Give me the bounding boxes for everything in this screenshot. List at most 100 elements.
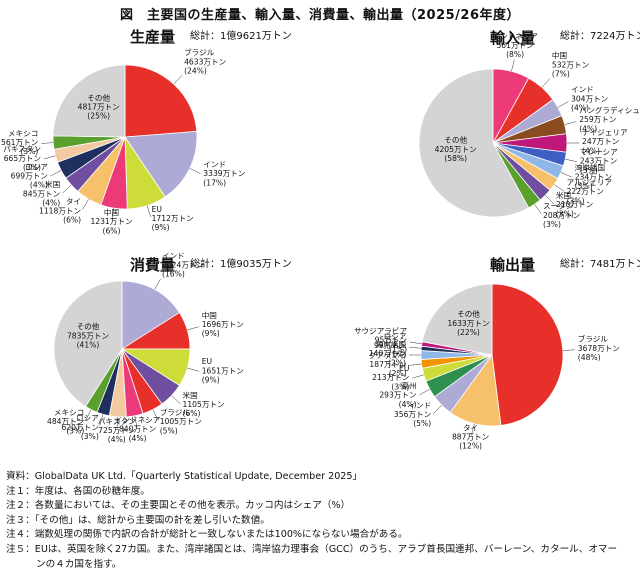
leader-line: [111, 208, 115, 221]
slice-label: 7835万トン: [67, 331, 109, 340]
slice-label: インドネシア: [492, 32, 538, 41]
slice-label: 95万トン: [375, 336, 407, 345]
slice-label: 中国: [552, 50, 567, 60]
slice-label: (5%): [160, 426, 178, 435]
slice-label: 4817万トン: [78, 103, 120, 112]
note-source: 資料：GlobalData UK Ltd.「Quarterly Statisti…: [6, 471, 363, 482]
slice-label: サウジアラビア: [354, 327, 408, 336]
slice-label: 222万トン: [567, 187, 604, 196]
pie-slice: [421, 283, 493, 356]
slice-label: 259万トン: [579, 115, 616, 124]
slice-label: EU: [202, 357, 212, 366]
slice-label: 140万トン: [369, 349, 406, 358]
leader-line: [433, 405, 442, 414]
slice-label: (3%): [543, 220, 561, 229]
chart-total: 総計：1億9621万トン: [190, 29, 292, 42]
slice-label: インド: [571, 85, 594, 94]
leader-line: [99, 414, 104, 426]
leader-line: [545, 195, 554, 204]
slice-label: (3%): [20, 147, 38, 156]
slice-label: (17%): [203, 178, 226, 187]
leader-line: [152, 409, 159, 421]
leader-line: [187, 326, 199, 331]
slice-label: その他: [457, 309, 480, 319]
slice-label: (24%): [184, 67, 207, 76]
leader-line: [116, 416, 118, 429]
slice-label: 3339万トン: [203, 169, 245, 178]
leader-line: [557, 101, 569, 108]
slice-label: (4%): [30, 181, 48, 190]
slice-label: 中国: [202, 310, 217, 320]
leader-line: [409, 363, 422, 366]
pie-slice: [124, 64, 198, 138]
slice-label: (4%): [108, 435, 126, 444]
chart-title: 輸出量: [490, 256, 535, 274]
slice-label: (22%): [457, 328, 480, 337]
slice-label: インドネシア: [115, 416, 161, 425]
slice-label: (4%): [571, 104, 589, 113]
slice-label: 湾岸諸国: [376, 339, 406, 349]
slice-label: 豪州: [401, 380, 416, 390]
slice-label: 210万トン: [556, 200, 593, 209]
slice-label: 887万トン: [452, 433, 489, 442]
slice-label: その他: [77, 321, 100, 331]
leader-line: [134, 415, 138, 428]
leader-line: [62, 184, 72, 194]
slice-label: (9%): [152, 223, 170, 232]
leader-line: [564, 121, 577, 125]
leader-line: [409, 341, 422, 345]
notes-block: 資料：GlobalData UK Ltd.「Quarterly Statisti…: [6, 470, 636, 572]
note-4: 注４：端数処理の関係で内訳の合計が総計と一致しないまたは100%にならない場合が…: [6, 529, 408, 541]
slice-label: 4633万トン: [184, 57, 226, 66]
slice-label: ロシア: [76, 414, 99, 423]
leader-line: [154, 278, 161, 290]
slice-label: (3%): [391, 382, 409, 391]
pie-slice: [52, 64, 126, 138]
pie-slice: [121, 280, 180, 350]
slice-label: 304万トン: [571, 94, 608, 103]
slice-label: パキスタン: [3, 145, 41, 154]
slice-label: 243万トン: [580, 157, 617, 166]
slice-label: その他: [87, 92, 110, 102]
note-5-cont: ンの４カ国を指す。: [36, 558, 122, 570]
slice-label: 1633万トン: [447, 319, 489, 328]
slice-label: その他: [444, 135, 467, 145]
leader-line: [146, 205, 151, 218]
leader-line: [189, 168, 201, 174]
slice-label: 725万トン: [98, 426, 135, 435]
leader-line: [82, 199, 89, 210]
slice-label: (2%): [389, 369, 407, 378]
slice-label: 208万トン: [543, 211, 580, 220]
chart-title: 生産量: [130, 28, 175, 46]
slice-label: 99万トン: [374, 341, 406, 350]
slice-label: 1005万トン: [160, 417, 202, 426]
slice-label: (6%): [63, 216, 81, 225]
leader-line: [409, 346, 422, 349]
chart-total: 総計：1億9035万トン: [190, 257, 292, 270]
slice-label: (9%): [202, 329, 220, 338]
slice-label: アルジェリア: [567, 178, 613, 187]
slice-label: (7%): [552, 70, 570, 79]
leader-line: [43, 155, 56, 160]
leader-line: [511, 59, 515, 72]
slice-label: 米国: [556, 190, 571, 200]
slice-label: ブラジル: [578, 334, 609, 344]
slice-label: 4205万トン: [435, 145, 477, 154]
slice-label: (4%): [399, 400, 417, 409]
slice-label: ロシア: [25, 162, 48, 171]
slice-label: (3%): [23, 163, 41, 172]
slice-label: 湾岸諸国: [575, 162, 605, 172]
slice-label: 665万トン: [4, 154, 41, 163]
note-5: 注５：EUは、英国を除く27カ国。また、湾岸諸国とは、湾岸協力理事会（GCC）の…: [6, 543, 618, 555]
leader-line: [412, 374, 424, 379]
note-3: 注３：「その他」は、総計から主要国の計を差し引いた数値。: [6, 514, 270, 526]
slice-label: パキスタン: [98, 417, 136, 426]
leader-line: [562, 349, 575, 351]
slice-label: 561万トン: [496, 41, 533, 50]
slice-label: EU: [152, 205, 162, 214]
slice-label: 247万トン: [582, 137, 619, 146]
leader-line: [173, 75, 183, 85]
leader-line: [560, 172, 573, 178]
